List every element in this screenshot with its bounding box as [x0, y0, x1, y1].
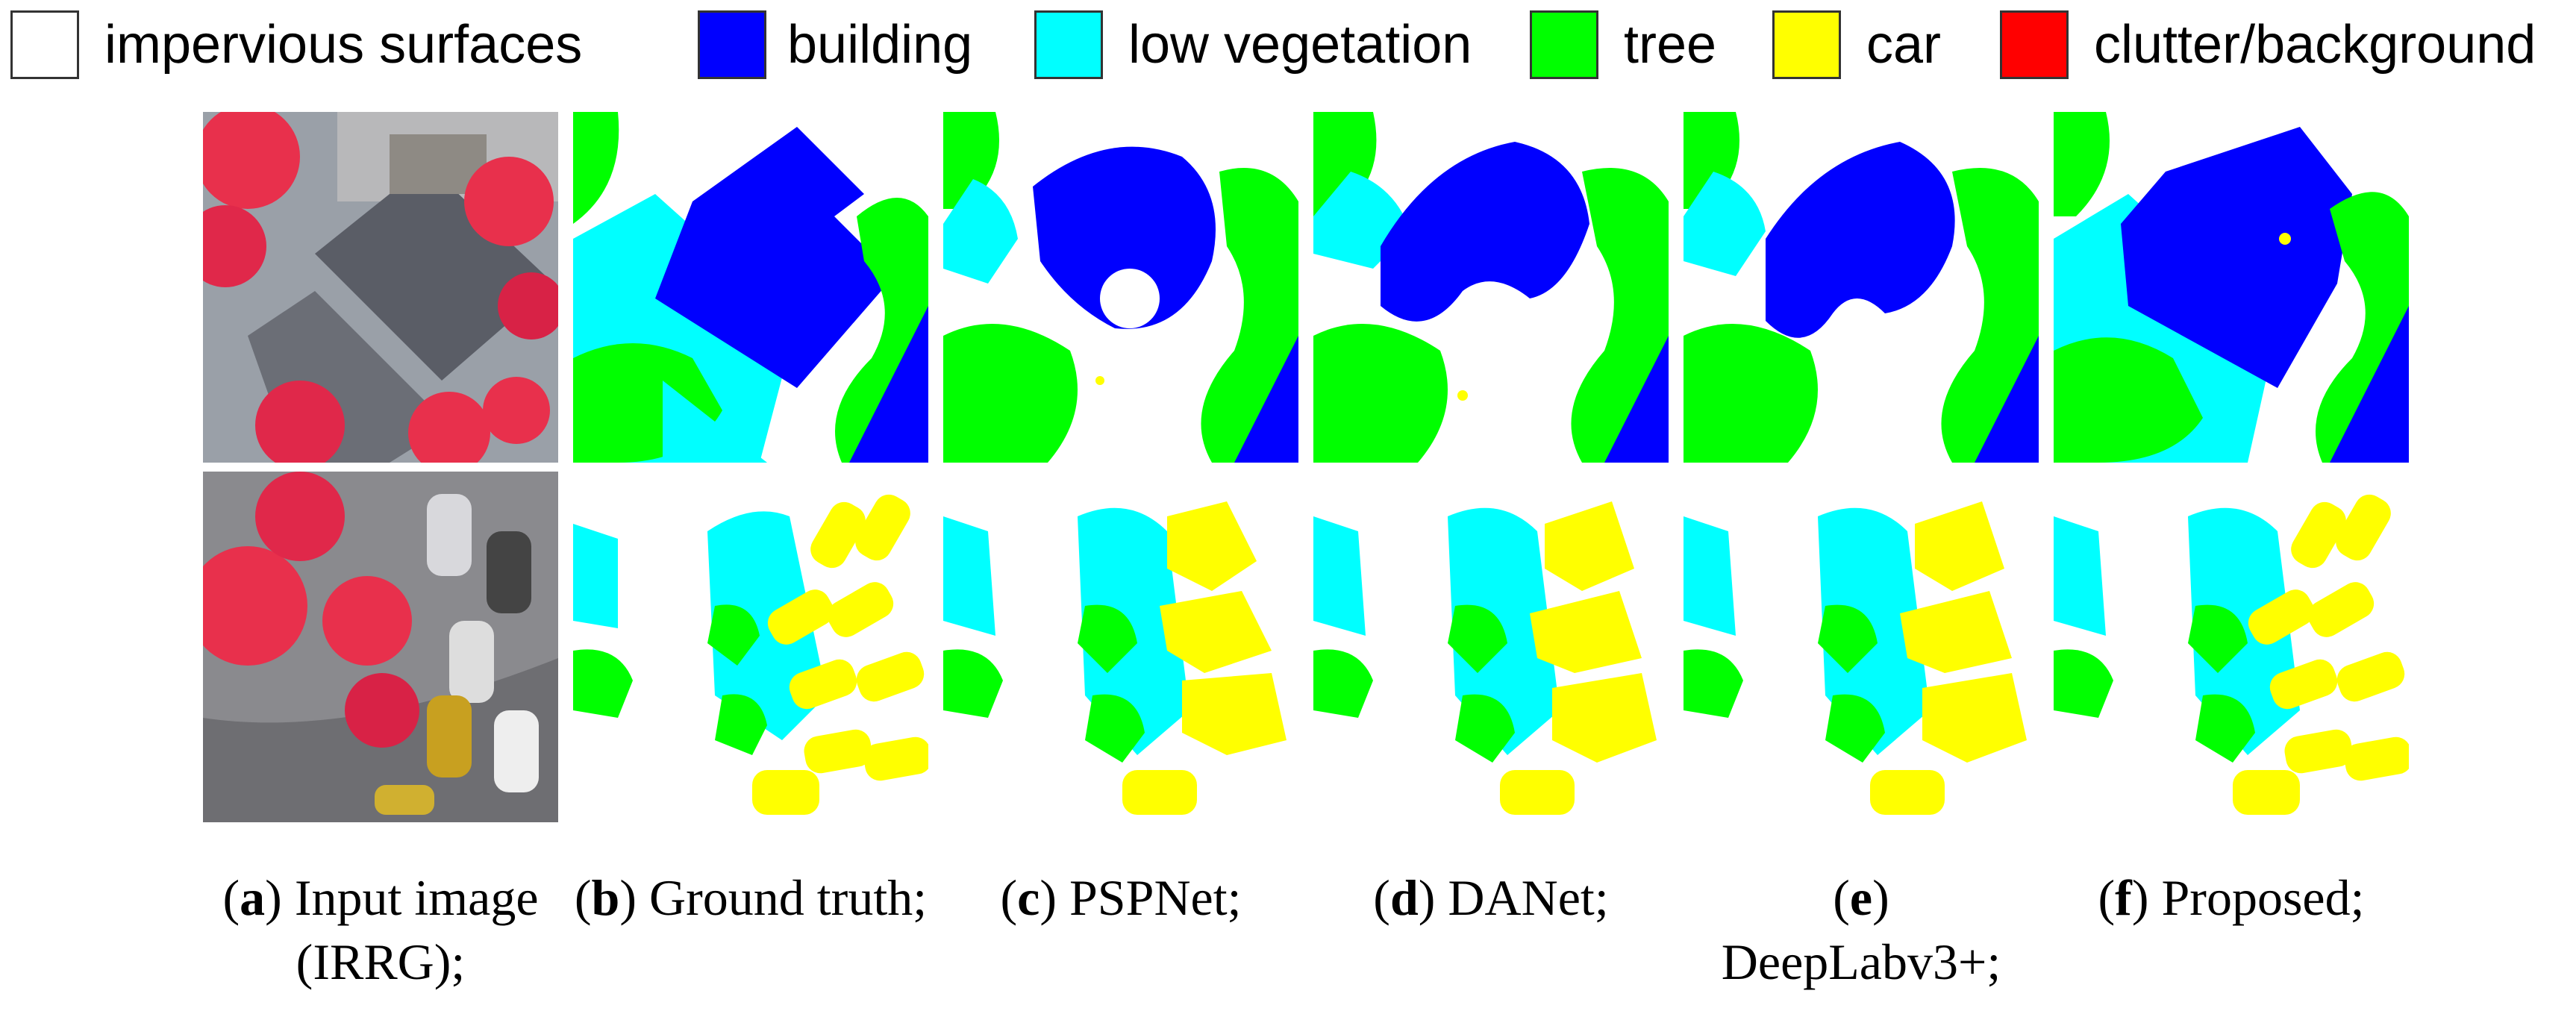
legend-label: car: [1866, 15, 1942, 75]
caption-text: Input image (IRRG);: [294, 869, 539, 990]
legend-label: building: [787, 15, 973, 75]
legend-label: impervious surfaces: [104, 15, 583, 75]
legend-label: clutter/background: [2094, 15, 2536, 75]
caption-text: Proposed;: [2161, 869, 2365, 926]
caption-text: PSPNet;: [1069, 869, 1242, 926]
ground-truth-row2: [573, 472, 928, 822]
legend-swatch-car: [1772, 10, 1841, 79]
pspnet-row2-map: [943, 472, 1298, 822]
ground-truth-row1-map: [573, 112, 928, 463]
legend-swatch-low-vegetation: [1034, 10, 1103, 79]
danet-row2: [1313, 472, 1669, 822]
pspnet-row2: [943, 472, 1298, 822]
proposed-row2: [2054, 472, 2409, 822]
caption-letter: f: [2115, 869, 2132, 926]
proposed-row1: [2054, 112, 2409, 463]
legend-item-impervious: impervious surfaces: [10, 10, 582, 79]
input-image-row2: [203, 472, 558, 822]
ground-truth-row2-map: [573, 472, 928, 822]
caption-d: (d) DANet;: [1373, 869, 1609, 926]
proposed-row2-map: [2054, 472, 2409, 822]
proposed-row1-map: [2054, 112, 2409, 463]
caption-letter: d: [1389, 869, 1419, 926]
deeplabv3-row1-map: [1684, 112, 2039, 463]
danet-row2-map: [1313, 472, 1669, 822]
legend-swatch-clutter: [2000, 10, 2069, 79]
legend-item-low-vegetation: low vegetation: [1034, 10, 1472, 79]
caption-letter: c: [1017, 869, 1040, 926]
caption-text: DeepLabv3+;: [1721, 933, 2001, 990]
legend-swatch-impervious: [10, 10, 79, 79]
caption-text: DANet;: [1448, 869, 1609, 926]
ground-truth-row1: [573, 112, 928, 463]
caption-text: Ground truth;: [649, 869, 928, 926]
danet-row1-map: [1313, 112, 1669, 463]
legend-label: tree: [1624, 15, 1717, 75]
danet-row1: [1313, 112, 1669, 463]
legend-label: low vegetation: [1128, 15, 1472, 75]
legend-item-tree: tree: [1530, 10, 1716, 79]
caption-a: (a) Input image (IRRG);: [222, 869, 539, 990]
pspnet-row1: [943, 112, 1298, 463]
input-image-row1: [203, 112, 558, 463]
legend: impervious surfaces building low vegetat…: [0, 0, 2576, 90]
legend-swatch-building: [698, 10, 766, 79]
pspnet-row1-map: [943, 112, 1298, 463]
legend-item-building: building: [698, 10, 972, 79]
caption-e: (e) DeepLabv3+;: [1721, 869, 2001, 990]
input-image-row1-graphic: [203, 112, 558, 463]
legend-swatch-tree: [1530, 10, 1598, 79]
deeplabv3-row2: [1684, 472, 2039, 822]
caption-b: (b) Ground truth;: [574, 869, 928, 926]
input-image-row2-graphic: [203, 472, 558, 822]
caption-letter: b: [591, 869, 620, 926]
legend-item-clutter: clutter/background: [2000, 10, 2536, 79]
caption-f: (f) Proposed;: [2098, 869, 2365, 926]
caption-letter: e: [1849, 869, 1873, 926]
caption-letter: a: [240, 869, 266, 926]
deeplabv3-row2-map: [1684, 472, 2039, 822]
legend-item-car: car: [1772, 10, 1941, 79]
caption-c: (c) PSPNet;: [1000, 869, 1242, 926]
deeplabv3-row1: [1684, 112, 2039, 463]
